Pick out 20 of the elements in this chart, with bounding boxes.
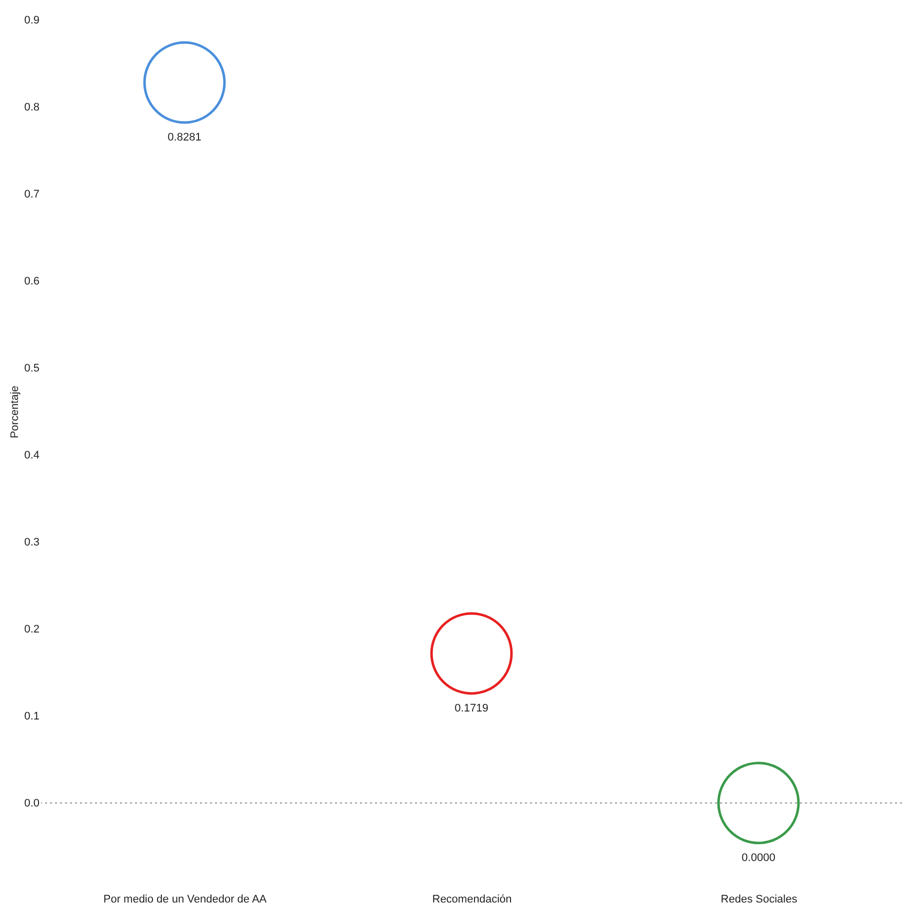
y-axis-title: Porcentaje bbox=[9, 386, 22, 438]
data-label: 0.8281 bbox=[168, 132, 202, 144]
point bbox=[717, 762, 800, 844]
y-tick-label: 0.7 bbox=[24, 188, 40, 200]
y-tick-label: 0.1 bbox=[24, 710, 40, 722]
y-tick-label: 0.4 bbox=[24, 450, 40, 462]
y-tick-label: 0.8 bbox=[24, 102, 40, 114]
y-tick-label: 0.2 bbox=[24, 624, 40, 636]
y-tick-label: 0.6 bbox=[24, 276, 40, 288]
x-tick-label: Redes Sociales bbox=[720, 894, 798, 906]
y-tick-label: 0.0 bbox=[24, 798, 40, 810]
point bbox=[143, 41, 226, 124]
data-label: 0.1719 bbox=[454, 702, 488, 714]
x-tick-label: Por medio de un Vendedor de AA bbox=[103, 894, 268, 906]
y-tick-label: 0.9 bbox=[24, 14, 40, 26]
y-tick-label: 0.5 bbox=[24, 362, 40, 374]
y-tick-label: 0.3 bbox=[24, 536, 40, 548]
data-label: 0.0000 bbox=[742, 852, 776, 864]
x-tick-label: Recomendación bbox=[432, 894, 512, 906]
point bbox=[430, 612, 513, 695]
